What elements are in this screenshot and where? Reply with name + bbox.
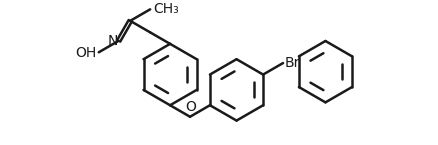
Text: CH₃: CH₃ xyxy=(153,2,179,16)
Text: Br: Br xyxy=(285,56,300,70)
Text: OH: OH xyxy=(76,46,97,60)
Text: N: N xyxy=(107,34,118,48)
Text: O: O xyxy=(186,100,196,114)
